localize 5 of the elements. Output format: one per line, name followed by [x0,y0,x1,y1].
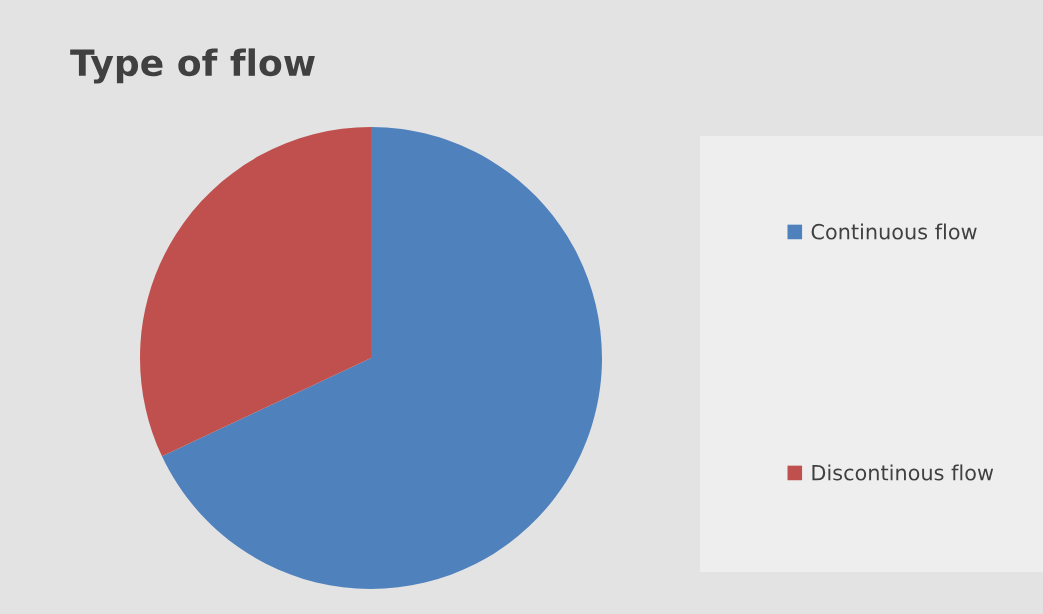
pie-slice [161,127,602,589]
chart-title: Type of flow [70,48,315,84]
legend-label: Discontinous flow [812,464,994,481]
legend-label: Continuous flow [811,223,977,240]
pie-slice [140,127,371,457]
